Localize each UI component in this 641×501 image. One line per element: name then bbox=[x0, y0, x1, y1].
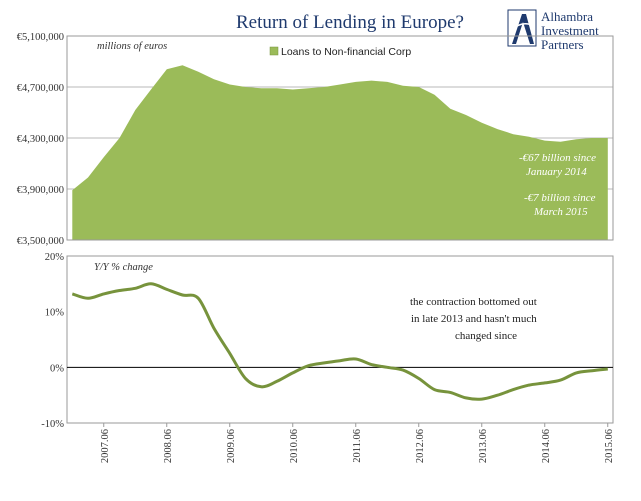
x-tick-label: 2014.06 bbox=[541, 429, 552, 463]
x-tick-label: 2013.06 bbox=[478, 429, 489, 463]
x-tick-label: 2015.06 bbox=[604, 429, 615, 463]
annotation-line-2: January 2014 bbox=[526, 166, 587, 178]
logo-line-2: Investment bbox=[541, 23, 599, 38]
annotation-line-4: March 2015 bbox=[533, 206, 588, 218]
top-panel: €3,500,000 €3,900,000 €4,300,000 €4,700,000… bbox=[17, 32, 614, 247]
bottom-plot-frame bbox=[66, 255, 614, 424]
bottom-panel: -10% 0% 10% 20% 2007.06 2008.06 2009.06 2010.0… bbox=[41, 252, 615, 463]
top-ytick-label: €3,900,000 bbox=[17, 185, 64, 196]
bottom-ytick-label: 0% bbox=[50, 363, 64, 374]
annotation-line-3: -€7 billion since bbox=[524, 192, 596, 204]
top-plot-frame bbox=[66, 35, 614, 241]
x-tick-label: 2010.06 bbox=[289, 429, 300, 463]
x-tick-label: 2009.06 bbox=[226, 429, 237, 463]
loans-area-series bbox=[72, 65, 608, 240]
bottom-ytick-label: 10% bbox=[45, 308, 65, 319]
x-tick-label: 2007.06 bbox=[100, 429, 111, 463]
top-ytick-label: €4,300,000 bbox=[17, 134, 64, 145]
note-line-1: the contraction bottomed out bbox=[410, 296, 537, 308]
logo-mark-icon bbox=[507, 9, 537, 47]
top-ytick-label: €3,500,000 bbox=[17, 236, 64, 247]
top-y-ticks: €3,500,000 €3,900,000 €4,300,000 €4,700,000… bbox=[17, 32, 64, 247]
legend: Loans to Non-financial Corp bbox=[269, 46, 411, 58]
top-unit-label: millions of euros bbox=[97, 41, 167, 52]
legend-label: Loans to Non-financial Corp bbox=[281, 46, 411, 58]
logo: Alhambra Investment Partners bbox=[507, 9, 599, 52]
note-line-3: changed since bbox=[455, 330, 517, 342]
bottom-series-label: Y/Y % change bbox=[94, 262, 153, 273]
annotation-line-1: -€67 billion since bbox=[519, 152, 596, 164]
top-ytick-label: €4,700,000 bbox=[17, 83, 64, 94]
x-tick-label: 2008.06 bbox=[163, 429, 174, 463]
x-axis-ticks: 2007.06 2008.06 2009.06 2010.06 2011.06 2012.… bbox=[100, 423, 615, 463]
logo-line-1: Alhambra bbox=[541, 9, 593, 24]
logo-line-3: Partners bbox=[541, 37, 584, 52]
legend-swatch bbox=[269, 46, 279, 56]
chart-title: Return of Lending in Europe? bbox=[236, 12, 464, 33]
x-tick-label: 2011.06 bbox=[352, 429, 363, 463]
bottom-ytick-label: -10% bbox=[41, 419, 64, 430]
bottom-ytick-label: 20% bbox=[45, 252, 65, 263]
x-tick-label: 2012.06 bbox=[415, 429, 426, 463]
top-ytick-label: €5,100,000 bbox=[17, 32, 64, 43]
note-line-2: in late 2013 and hasn't much bbox=[411, 313, 537, 325]
bottom-y-ticks: -10% 0% 10% 20% bbox=[41, 252, 64, 430]
yoy-line-series bbox=[71, 282, 608, 401]
